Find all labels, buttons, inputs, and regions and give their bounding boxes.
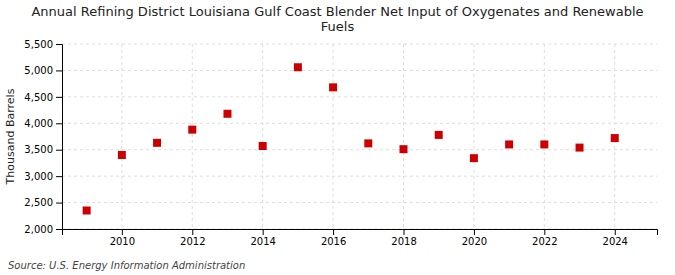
grid-line (62, 149, 657, 150)
point (611, 134, 619, 142)
grid-line (121, 44, 122, 229)
tick: 4,500 (24, 92, 62, 103)
tick-label: 2,000 (24, 224, 53, 235)
point (153, 139, 161, 147)
title: Annual Refining District Louisiana Gulf … (31, 4, 643, 34)
tick-label: 4,000 (24, 118, 53, 129)
tick: 2016 (321, 229, 346, 247)
point (259, 142, 267, 150)
grid-line (403, 44, 404, 229)
tick-label: 2014 (250, 236, 275, 247)
tick-label: 5,000 (24, 65, 53, 76)
tick-mark (122, 229, 123, 235)
grid-line (333, 44, 334, 229)
grid-line (62, 202, 657, 203)
title-line: Fuels (321, 19, 355, 34)
tick: 4,000 (24, 118, 62, 129)
tick: 2012 (180, 229, 205, 247)
point (435, 131, 443, 139)
title-line: Annual Refining District Louisiana Gulf … (31, 4, 643, 19)
y-axis: 2,000 2,500 3,000 3,500 4,000 4,500 5,000 5,500 (24, 39, 62, 235)
tick-mark (56, 44, 62, 45)
grid-line (473, 44, 474, 229)
tick-label: 3,500 (24, 144, 53, 155)
grid-line (262, 44, 263, 229)
tick: 2014 (250, 229, 275, 247)
tick: 2010 (110, 229, 135, 247)
chart: Annual Refining District Louisiana Gulf … (0, 0, 675, 275)
tick: 2024 (603, 229, 628, 247)
tick-label: 4,500 (24, 92, 53, 103)
grid-line (544, 44, 545, 229)
tick-mark (56, 150, 62, 151)
point (83, 207, 91, 215)
grid-line (62, 70, 657, 71)
tick: 2022 (532, 229, 557, 247)
tick-mark (615, 229, 616, 235)
tick: 3,000 (24, 171, 62, 182)
tick: 2,000 (24, 224, 62, 235)
tick-mark (192, 229, 193, 235)
grid-line (62, 123, 657, 124)
tick-mark (404, 229, 405, 235)
tick-label: 2020 (462, 236, 487, 247)
tick-mark (56, 97, 62, 98)
points (83, 63, 619, 214)
tick-mark (56, 229, 62, 230)
tick: 5,500 (24, 39, 62, 50)
tick-label: 2018 (391, 236, 416, 247)
point (294, 63, 302, 71)
tick-mark (56, 203, 62, 204)
tick-label: 2022 (532, 236, 557, 247)
grid-line (62, 176, 657, 177)
tick-mark (544, 229, 545, 235)
point (540, 140, 548, 148)
tick: 5,000 (24, 65, 62, 76)
point (576, 144, 584, 152)
plot: 2010 2012 2014 2016 2018 2020 2022 2024 2,000 2,5… (24, 39, 657, 247)
tick-mark (56, 123, 62, 124)
tick: 3,500 (24, 144, 62, 155)
tick-mark (56, 70, 62, 71)
tick-label: 2016 (321, 236, 346, 247)
source: Source: U.S. Energy Information Administ… (8, 260, 245, 271)
point (118, 151, 126, 159)
tick-label: 2,500 (24, 197, 53, 208)
point (329, 83, 337, 91)
point (364, 139, 372, 147)
tick: 2020 (462, 229, 487, 247)
axis-line (56, 45, 63, 230)
point (223, 110, 231, 118)
grid (62, 44, 657, 229)
grid-line (62, 44, 657, 45)
axis-line (63, 230, 658, 236)
tick-mark (263, 229, 264, 235)
x-axis: 2010 2012 2014 2016 2018 2020 2022 2024 (63, 229, 658, 247)
tick-mark (56, 176, 62, 177)
tick-mark (474, 229, 475, 235)
grid-line (62, 96, 657, 97)
point (470, 154, 478, 162)
grid-line (192, 44, 193, 229)
point (505, 140, 513, 148)
tick-label: 2012 (180, 236, 205, 247)
point (400, 145, 408, 153)
y-axis-title: Thousand Barrels (4, 88, 17, 185)
tick-label: 2010 (110, 236, 135, 247)
point (188, 126, 196, 134)
tick-mark (333, 229, 334, 235)
tick: 2,500 (24, 197, 62, 208)
tick: 2018 (391, 229, 416, 247)
tick-label: 2024 (603, 236, 628, 247)
tick-label: 5,500 (24, 39, 53, 50)
tick-label: 3,000 (24, 171, 53, 182)
